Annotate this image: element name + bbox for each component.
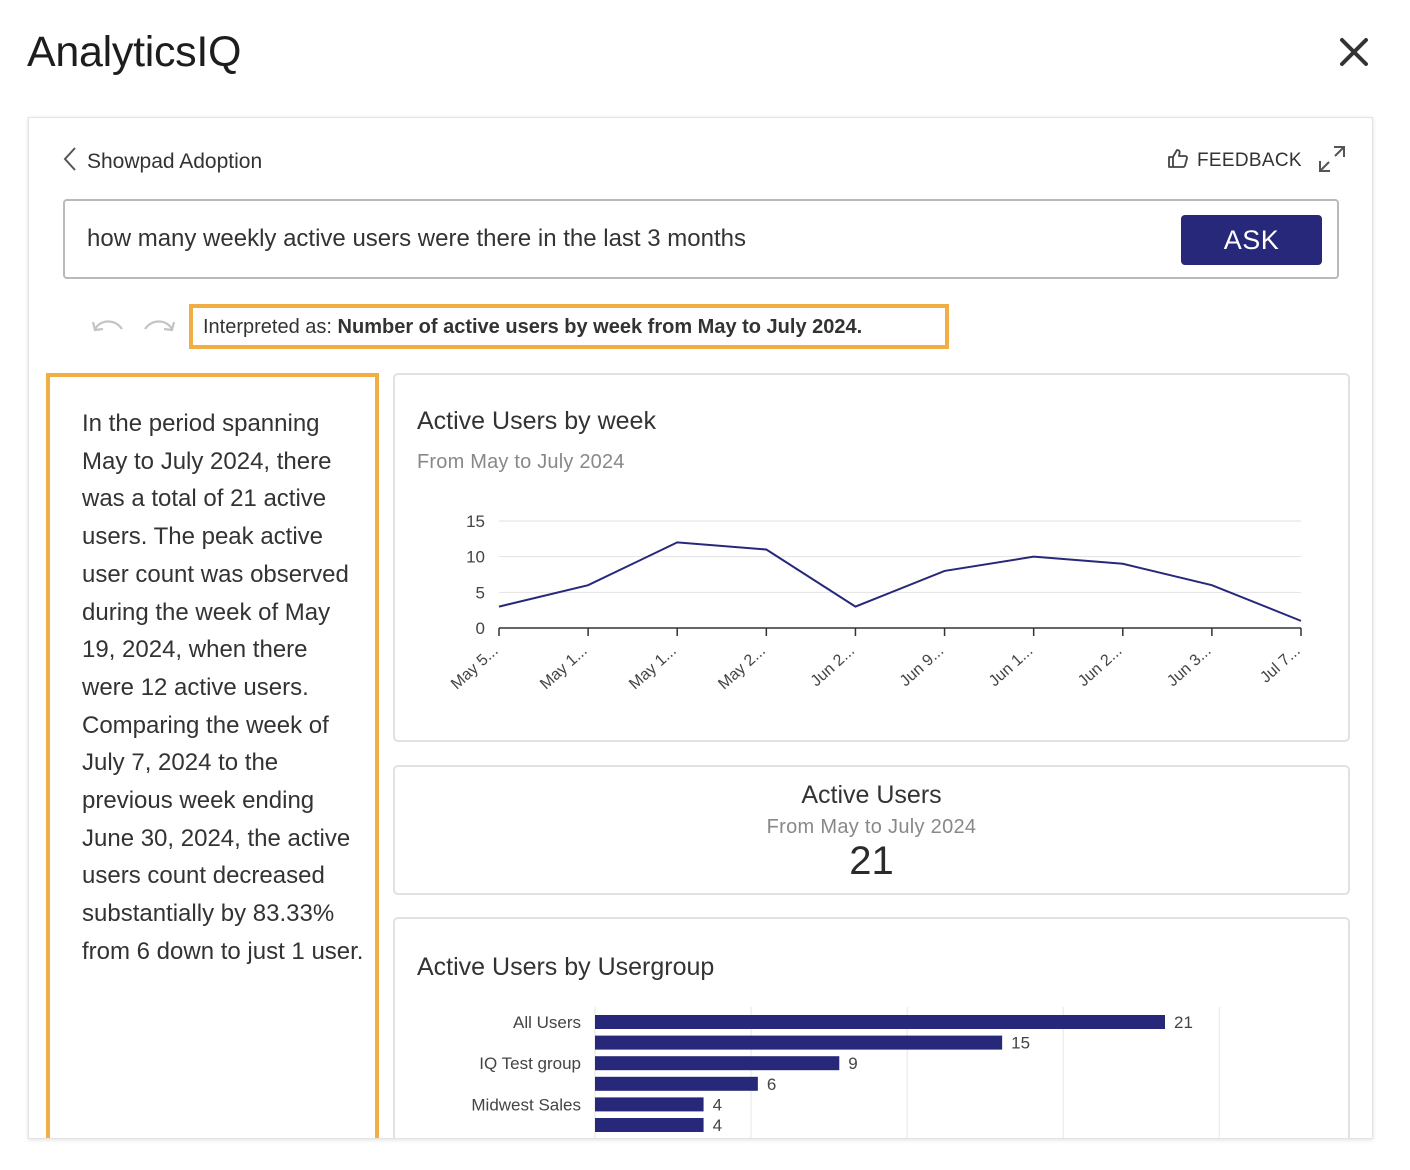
feedback-button[interactable]: FEEDBACK (1167, 147, 1302, 174)
close-icon[interactable] (1334, 32, 1374, 72)
bar-chart-bar (595, 1056, 840, 1071)
line-chart-card: Active Users by week From May to July 20… (393, 373, 1350, 742)
line-chart-title: Active Users by week (417, 407, 656, 435)
line-chart-xtick-label: Jun 1... (986, 642, 1036, 690)
bar-chart-value-label: 4 (713, 1116, 722, 1135)
line-chart-xtick-label: Jun 2... (1075, 642, 1125, 690)
bar-chart-value-label: 15 (1011, 1034, 1030, 1053)
bar-chart-card: Active Users by Usergroup 21 All Users 15 9… (393, 917, 1350, 1138)
kpi-card: Active Users From May to July 2024 21 (393, 765, 1350, 895)
breadcrumb-label: Showpad Adoption (87, 149, 263, 173)
line-chart-xtick-label: May 1... (537, 642, 591, 693)
kpi-subtitle: From May to July 2024 (766, 816, 977, 838)
undo-icon[interactable] (91, 317, 125, 344)
interpretation-prefix: Interpreted as: (203, 316, 332, 338)
line-chart-xtick-label: Jun 3... (1164, 642, 1214, 690)
line-chart-ytick-label: 15 (466, 512, 485, 531)
line-chart-ytick-label: 5 (476, 583, 485, 602)
line-chart-xtick-label: May 5... (448, 642, 502, 693)
line-chart-xtick-label: Jun 9... (897, 642, 947, 690)
bar-chart-value-label: 21 (1174, 1013, 1193, 1032)
ask-button[interactable]: ASK (1181, 215, 1322, 265)
narrative-panel: In the period spanning May to July 2024,… (46, 373, 379, 1138)
bar-chart-bar (595, 1035, 1003, 1050)
bar-chart-category-label: Midwest Sales (471, 1095, 581, 1114)
line-chart-xtick-label: Jul 7... (1257, 642, 1303, 686)
bar-chart-bar (595, 1015, 1165, 1029)
app-title: AnalyticsIQ (27, 28, 242, 76)
bar-chart-bar (595, 1076, 758, 1091)
line-chart-ytick-label: 10 (466, 548, 485, 567)
line-chart-xtick-label: May 2... (715, 642, 769, 693)
kpi-value: 21 (849, 839, 894, 883)
back-breadcrumb[interactable]: Showpad Adoption (63, 146, 262, 177)
bar-chart-value-label: 4 (713, 1095, 722, 1114)
bar-chart-value-label: 6 (767, 1075, 776, 1094)
line-chart-xtick-label: Jun 2... (808, 642, 858, 690)
bar-chart-title: Active Users by Usergroup (417, 953, 715, 981)
bar-chart: 21 All Users 15 9 IQ Test group 6 4 Midwest Sal… (471, 1007, 1220, 1138)
kpi-title: Active Users (801, 781, 942, 809)
interpretation-text: Number of active users by week from May … (337, 316, 863, 338)
expand-icon[interactable] (1317, 144, 1347, 179)
query-input[interactable] (87, 219, 1147, 259)
bar-chart-bar (595, 1118, 704, 1132)
bar-chart-bar (595, 1097, 704, 1112)
line-chart-series-line (498, 541, 1302, 622)
query-box: ASK (63, 199, 1339, 279)
interpretation-banner: Interpreted as: Number of active users b… (189, 304, 949, 349)
narrative-text: In the period spanning May to July 2024,… (82, 410, 364, 965)
bar-chart-category-label: All Users (513, 1013, 581, 1032)
chevron-left-icon (63, 146, 77, 177)
thumbs-up-icon (1167, 147, 1189, 174)
line-chart: 0 5 10 15 May 5... May 1... May 1... May 2... Ju… (448, 512, 1304, 693)
line-chart-ytick-label: 0 (476, 619, 485, 638)
analytics-panel: Showpad Adoption FEEDBACK ASK Interprete… (28, 117, 1373, 1139)
redo-icon[interactable] (142, 317, 176, 344)
bar-chart-value-label: 9 (848, 1054, 857, 1073)
feedback-label: FEEDBACK (1197, 149, 1302, 171)
line-chart-xtick-label: May 1... (626, 642, 680, 693)
line-chart-subtitle: From May to July 2024 (417, 451, 625, 473)
bar-chart-category-label: IQ Test group (479, 1054, 581, 1073)
